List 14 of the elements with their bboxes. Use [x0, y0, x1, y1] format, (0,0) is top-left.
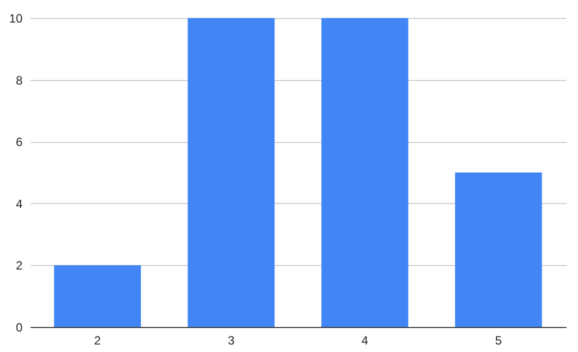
y-tick-label: 0	[16, 320, 23, 334]
x-tick-label: 2	[94, 334, 102, 348]
y-tick-label: 4	[16, 196, 23, 211]
y-tick-label: 2	[16, 258, 23, 273]
x-tick-label: 5	[495, 334, 502, 348]
bar	[188, 18, 275, 327]
x-tick-label: 3	[228, 334, 235, 348]
bar	[455, 172, 542, 327]
x-tick-label: 4	[361, 334, 368, 348]
y-tick-label: 6	[16, 135, 23, 150]
bar	[54, 265, 141, 327]
y-tick-label: 10	[9, 12, 23, 26]
bar	[321, 18, 408, 327]
y-tick-label: 8	[16, 73, 23, 88]
